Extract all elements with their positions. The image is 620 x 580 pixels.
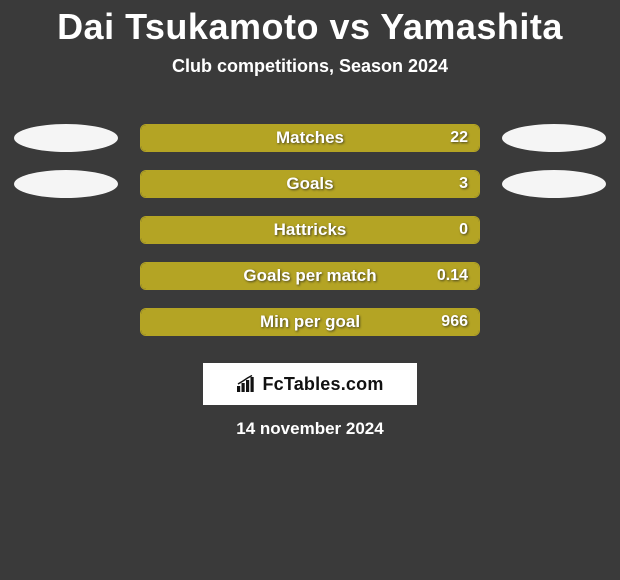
footer-date: 14 november 2024 bbox=[236, 419, 383, 439]
avatar-spacer bbox=[502, 216, 606, 244]
bar-fill bbox=[141, 309, 479, 335]
logo-box: FcTables.com bbox=[203, 363, 417, 405]
bar-fill bbox=[141, 263, 479, 289]
avatar-spacer bbox=[14, 308, 118, 336]
logo-text: FcTables.com bbox=[262, 374, 383, 395]
bar-fill bbox=[141, 217, 479, 243]
avatar-spacer bbox=[14, 262, 118, 290]
stat-bar: Min per goal966 bbox=[140, 308, 480, 336]
stat-bar: Goals3 bbox=[140, 170, 480, 198]
stats-row: Hattricks0 bbox=[14, 207, 606, 253]
stat-bar: Hattricks0 bbox=[140, 216, 480, 244]
bar-track bbox=[140, 308, 480, 336]
stats-row: Matches22 bbox=[14, 115, 606, 161]
avatar-spacer bbox=[502, 262, 606, 290]
avatar-spacer bbox=[502, 308, 606, 336]
avatar-spacer bbox=[14, 216, 118, 244]
stats-row: Goals3 bbox=[14, 161, 606, 207]
player-avatar-left bbox=[14, 170, 118, 198]
bar-fill bbox=[141, 171, 479, 197]
bar-track bbox=[140, 170, 480, 198]
page-title: Dai Tsukamoto vs Yamashita bbox=[57, 6, 563, 48]
stats-row: Goals per match0.14 bbox=[14, 253, 606, 299]
stat-bar: Goals per match0.14 bbox=[140, 262, 480, 290]
player-avatar-left bbox=[14, 124, 118, 152]
bar-track bbox=[140, 124, 480, 152]
bar-track bbox=[140, 262, 480, 290]
bar-track bbox=[140, 216, 480, 244]
player-avatar-right bbox=[502, 124, 606, 152]
bar-chart-icon bbox=[236, 375, 256, 393]
bar-fill bbox=[141, 125, 479, 151]
page-subtitle: Club competitions, Season 2024 bbox=[172, 56, 448, 77]
stats-container: Matches22 Goals3 Hattricks0 Goals per match… bbox=[14, 115, 606, 345]
player-avatar-right bbox=[502, 170, 606, 198]
stat-bar: Matches22 bbox=[140, 124, 480, 152]
stats-row: Min per goal966 bbox=[14, 299, 606, 345]
